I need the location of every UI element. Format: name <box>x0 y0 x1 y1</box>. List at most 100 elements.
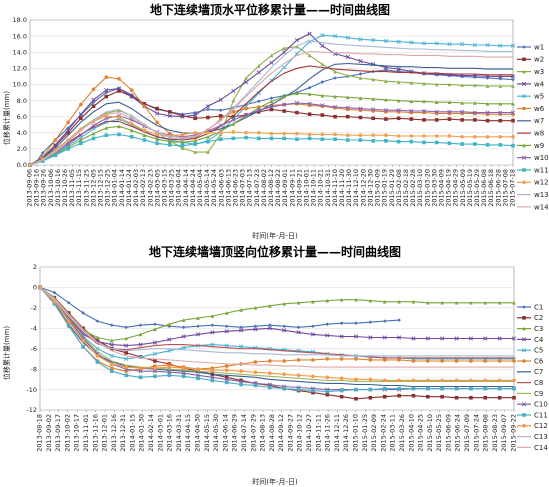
y-tick-label: 6.0 <box>17 113 27 121</box>
data-point <box>79 141 83 146</box>
x-tick-label: 2014-03-15 <box>160 169 168 207</box>
data-point <box>411 336 416 341</box>
x-tick-label: 2014-09-11 <box>288 169 296 207</box>
data-point <box>110 362 114 366</box>
data-point <box>269 104 274 110</box>
data-point <box>460 142 464 146</box>
data-point <box>473 118 477 122</box>
series-line <box>29 62 513 166</box>
data-point <box>469 395 473 400</box>
data-point <box>440 336 445 341</box>
data-point <box>238 344 244 349</box>
data-point <box>469 378 473 383</box>
data-point <box>52 290 57 295</box>
data-point <box>371 107 376 112</box>
data-point <box>104 87 109 93</box>
x-tick-label: 2014-10-12 <box>296 414 304 452</box>
legend-label: w2 <box>534 56 544 64</box>
x-tick-label: 2015-05-10 <box>426 414 434 452</box>
x-tick-label: 2013-10-06 <box>47 169 55 207</box>
legend-entry: w6 <box>517 105 545 113</box>
legend-entry: w14 <box>517 203 549 211</box>
x-tick-label: 2013-11-01 <box>82 414 90 452</box>
data-point <box>52 301 57 306</box>
data-point <box>311 390 315 395</box>
data-point <box>181 334 186 339</box>
data-point <box>511 118 515 123</box>
series-line <box>39 287 514 381</box>
data-point <box>497 359 502 363</box>
data-point <box>397 378 401 383</box>
legend-marker <box>522 168 526 172</box>
data-point <box>256 64 261 68</box>
data-point <box>282 301 286 306</box>
legend-marker <box>522 45 526 49</box>
data-point <box>268 371 272 376</box>
x-tick-label: 2013-12-15 <box>97 169 105 207</box>
data-point <box>193 139 198 143</box>
x-tick-label: 2014-08-22 <box>274 169 282 207</box>
data-point <box>396 80 401 84</box>
data-point <box>311 374 315 379</box>
data-point <box>460 42 465 47</box>
data-point <box>124 351 128 355</box>
data-point <box>397 318 401 322</box>
data-point <box>269 60 274 65</box>
data-point <box>422 99 426 104</box>
x-axis-label: 时间(年-月-日) <box>252 477 298 486</box>
data-point <box>345 105 350 110</box>
data-point <box>53 142 58 147</box>
data-point <box>485 110 490 115</box>
legend-entry: w2 <box>517 56 544 64</box>
data-point <box>454 359 459 363</box>
series-C12 <box>38 285 516 383</box>
series-line <box>39 287 514 360</box>
x-tick-label: 2014-01-04 <box>111 169 119 207</box>
data-point <box>282 372 286 377</box>
y-tick-label: -2 <box>31 304 37 312</box>
x-tick-label: 2013-12-31 <box>119 414 127 452</box>
x-tick-label: 2015-01-09 <box>374 169 382 207</box>
data-point <box>167 113 172 118</box>
legend-label: C11 <box>534 411 548 419</box>
data-point <box>110 369 114 373</box>
legend-label: w4 <box>534 80 545 88</box>
data-point <box>382 394 387 399</box>
data-point <box>195 373 201 378</box>
x-tick-label: 2014-06-13 <box>224 169 232 207</box>
data-point <box>358 96 363 100</box>
data-point <box>339 297 344 302</box>
data-point <box>295 110 299 115</box>
legend-label: w1 <box>534 43 544 51</box>
data-point <box>282 328 287 333</box>
x-tick-label: 2014-06-29 <box>231 414 239 452</box>
data-point <box>193 112 198 118</box>
data-point <box>296 330 301 335</box>
data-point <box>239 369 243 373</box>
data-point <box>256 130 261 135</box>
series-w12 <box>28 114 515 167</box>
data-point <box>498 101 503 106</box>
data-point <box>253 370 258 375</box>
legend-entry: w10 <box>517 154 549 162</box>
y-tick-label: 16.0 <box>13 32 27 40</box>
data-point <box>231 122 236 126</box>
data-point <box>325 375 330 380</box>
x-tick-label: 2014-10-27 <box>305 414 313 452</box>
data-point <box>434 140 439 145</box>
data-point <box>396 39 401 44</box>
data-point <box>447 141 452 146</box>
legend-marker <box>521 155 527 160</box>
legend-entry: C11 <box>517 411 548 419</box>
data-point <box>460 118 464 122</box>
x-tick-label: 2013-08-18 <box>36 414 44 452</box>
data-point <box>510 110 516 115</box>
data-point <box>66 311 71 315</box>
x-tick-label: 2014-03-01 <box>156 414 164 452</box>
data-point <box>282 359 286 363</box>
legend-label: C1 <box>534 303 543 311</box>
x-tick-label: 2015-05-19 <box>466 169 474 207</box>
data-point <box>79 138 83 142</box>
data-point <box>454 378 459 383</box>
legend-label: w5 <box>534 93 544 101</box>
